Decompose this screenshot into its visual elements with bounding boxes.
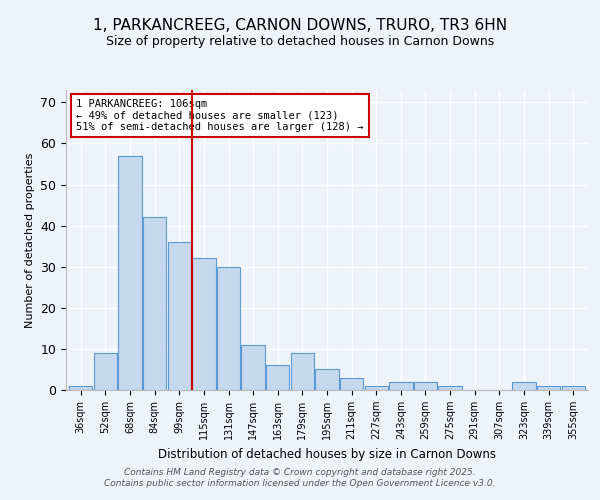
Bar [340, 378, 364, 390]
Bar [69, 386, 92, 390]
Bar [316, 370, 338, 390]
Bar [143, 218, 166, 390]
Bar [389, 382, 413, 390]
Bar [512, 382, 536, 390]
Bar [414, 382, 437, 390]
Bar [266, 366, 289, 390]
Bar [192, 258, 215, 390]
Bar [241, 345, 265, 390]
Y-axis label: Number of detached properties: Number of detached properties [25, 152, 35, 328]
Text: 1 PARKANCREEG: 106sqm
← 49% of detached houses are smaller (123)
51% of semi-det: 1 PARKANCREEG: 106sqm ← 49% of detached … [76, 99, 364, 132]
Bar [94, 353, 117, 390]
X-axis label: Distribution of detached houses by size in Carnon Downs: Distribution of detached houses by size … [158, 448, 496, 460]
Bar [365, 386, 388, 390]
Text: Size of property relative to detached houses in Carnon Downs: Size of property relative to detached ho… [106, 35, 494, 48]
Bar [118, 156, 142, 390]
Bar [537, 386, 560, 390]
Bar [167, 242, 191, 390]
Bar [439, 386, 462, 390]
Text: Contains HM Land Registry data © Crown copyright and database right 2025.
Contai: Contains HM Land Registry data © Crown c… [104, 468, 496, 487]
Bar [290, 353, 314, 390]
Bar [217, 266, 240, 390]
Bar [562, 386, 585, 390]
Text: 1, PARKANCREEG, CARNON DOWNS, TRURO, TR3 6HN: 1, PARKANCREEG, CARNON DOWNS, TRURO, TR3… [93, 18, 507, 32]
